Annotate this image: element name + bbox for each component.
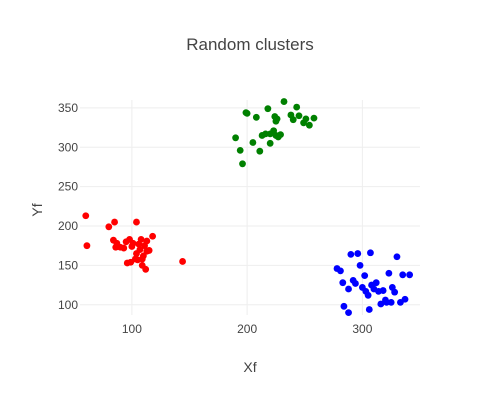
scatter-point[interactable]	[339, 279, 346, 286]
scatter-point[interactable]	[105, 223, 112, 230]
scatter-point[interactable]	[365, 292, 372, 299]
scatter-point[interactable]	[380, 287, 387, 294]
scatter-point[interactable]	[366, 306, 373, 313]
x-axis-title: Xf	[243, 359, 256, 375]
scatter-point[interactable]	[347, 251, 354, 258]
scatter-point[interactable]	[345, 286, 352, 293]
scatter-point[interactable]	[399, 271, 406, 278]
scatter-point[interactable]	[296, 112, 303, 119]
scatter-point[interactable]	[274, 116, 281, 123]
y-tick-label: 100	[58, 298, 78, 312]
scatter-point[interactable]	[345, 309, 352, 316]
scatter-point[interactable]	[139, 256, 146, 263]
scatter-point[interactable]	[256, 148, 263, 155]
scatter-point[interactable]	[111, 219, 118, 226]
scatter-point[interactable]	[290, 116, 297, 123]
scatter-point[interactable]	[394, 253, 401, 260]
x-tick-label: 300	[352, 322, 372, 336]
scatter-point[interactable]	[142, 266, 149, 273]
scatter-point[interactable]	[264, 105, 271, 112]
y-axis-title: Yf	[29, 203, 45, 216]
scatter-point[interactable]	[306, 122, 313, 129]
scatter-point[interactable]	[357, 262, 364, 269]
scatter-point[interactable]	[149, 233, 156, 240]
y-tick-label: 300	[58, 140, 78, 154]
y-tick-label: 200	[58, 219, 78, 233]
scatter-point[interactable]	[352, 280, 359, 287]
scatter-point[interactable]	[120, 245, 127, 252]
scatter-point[interactable]	[311, 115, 318, 122]
scatter-point[interactable]	[133, 219, 140, 226]
scatter-point[interactable]	[391, 289, 398, 296]
scatter-point[interactable]	[253, 114, 260, 121]
scatter-point[interactable]	[367, 249, 374, 256]
scatter-point[interactable]	[293, 104, 300, 111]
scatter-point[interactable]	[267, 140, 274, 147]
scatter-point[interactable]	[249, 139, 256, 146]
scatter-point[interactable]	[406, 271, 413, 278]
scatter-point[interactable]	[354, 250, 361, 257]
scatter-point[interactable]	[138, 236, 145, 243]
scatter-point[interactable]	[232, 134, 239, 141]
scatter-point[interactable]	[302, 116, 309, 123]
scatter-point[interactable]	[361, 272, 368, 279]
scatter-point[interactable]	[388, 299, 395, 306]
scatter-point[interactable]	[341, 303, 348, 310]
scatter-point[interactable]	[179, 258, 186, 265]
y-tick-label: 250	[58, 180, 78, 194]
scatter-point[interactable]	[244, 110, 251, 117]
chart-title: Random clusters	[186, 35, 314, 54]
scatter-point[interactable]	[132, 256, 139, 263]
scatter-point[interactable]	[143, 238, 150, 245]
scatter-point[interactable]	[84, 242, 91, 249]
scatter-point[interactable]	[385, 270, 392, 277]
scatter-point[interactable]	[373, 279, 380, 286]
scatter-point[interactable]	[337, 267, 344, 274]
scatter-point[interactable]	[239, 160, 246, 167]
scatter-point[interactable]	[402, 296, 409, 303]
scatter-point[interactable]	[82, 212, 89, 219]
x-tick-label: 200	[237, 322, 257, 336]
y-tick-label: 350	[58, 101, 78, 115]
x-tick-label: 100	[122, 322, 142, 336]
y-tick-label: 150	[58, 258, 78, 272]
scatter-point[interactable]	[281, 98, 288, 105]
scatter-point[interactable]	[146, 247, 153, 254]
scatter-point[interactable]	[130, 240, 137, 247]
scatter-point[interactable]	[277, 131, 284, 138]
scatter-point[interactable]	[237, 147, 244, 154]
